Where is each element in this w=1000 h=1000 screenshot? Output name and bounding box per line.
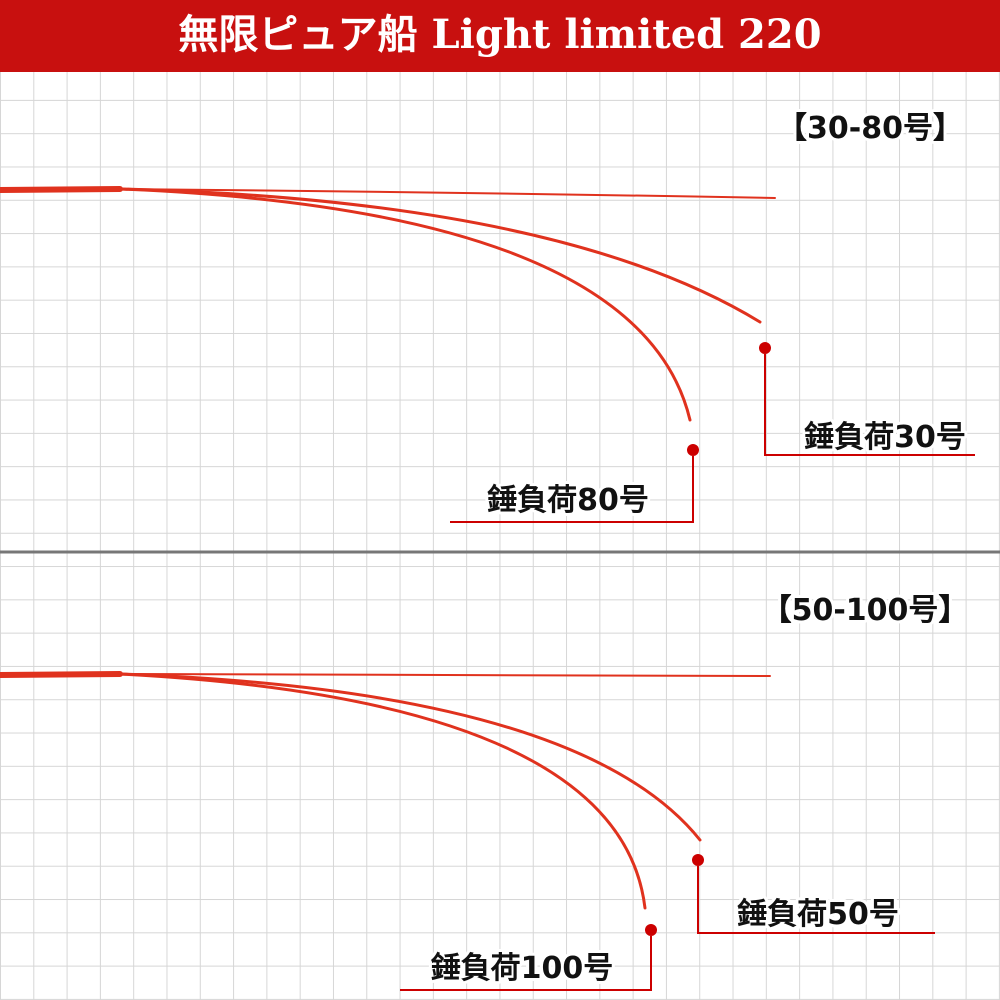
- rods: [0, 186, 776, 422]
- header-title: 無限ピュア船 Light limited 220: [178, 11, 821, 58]
- callout-line: [697, 866, 935, 934]
- callout-label: 錘負荷80号: [487, 483, 649, 518]
- callout-dot: [692, 854, 704, 866]
- rods: [0, 671, 771, 910]
- callout-line: [764, 354, 975, 456]
- callout-label: 錘負荷100号: [431, 951, 614, 986]
- callout-line: [450, 456, 694, 523]
- callout-label: 錘負荷30号: [804, 420, 966, 455]
- callout-dot: [687, 444, 699, 456]
- callout-dot: [645, 924, 657, 936]
- callout-line: [400, 936, 652, 991]
- header-bar: [0, 0, 1000, 72]
- callout-label: 錘負荷50号: [737, 897, 899, 932]
- panel-label: 【30-80号】: [777, 111, 963, 146]
- panel-label: 【50-100号】: [762, 593, 969, 628]
- callout-dot: [759, 342, 771, 354]
